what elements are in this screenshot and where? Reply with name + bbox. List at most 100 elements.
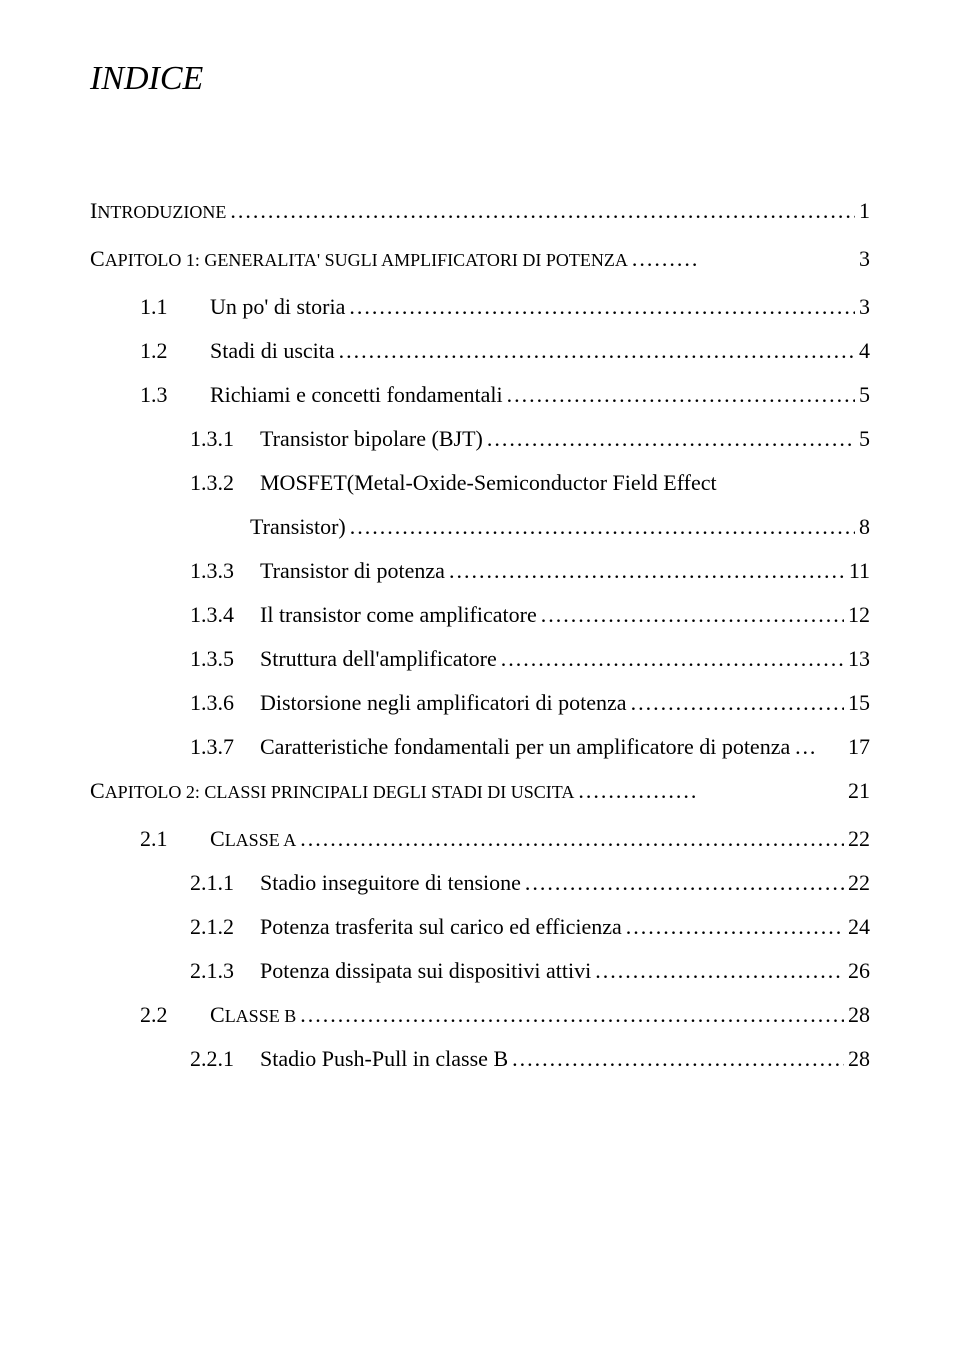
toc-leader: ........................................…	[350, 514, 855, 540]
toc-entry: 1.3.6Distorsione negli amplificatori di …	[190, 690, 870, 716]
toc-page-number: 11	[845, 558, 870, 584]
toc-entry-number: 1.3.4	[190, 602, 260, 628]
toc-leader: .........	[632, 246, 855, 272]
toc-entry-number: 2.2.1	[190, 1046, 260, 1072]
toc-entry-label: 1.3.4Il transistor come amplificatore	[190, 602, 541, 628]
toc-page-number: 28	[844, 1002, 870, 1028]
toc-entry-number: 1.2	[140, 338, 210, 364]
toc-leader: ........................................…	[349, 294, 855, 320]
toc-page-number: 24	[844, 914, 870, 940]
toc-page-number: 3	[855, 294, 870, 320]
toc-entry-number: 1.3.6	[190, 690, 260, 716]
toc-entry: 1.2Stadi di uscita .....................…	[140, 338, 870, 364]
toc-page-number: 22	[844, 870, 870, 896]
toc-entry: 2.2CLASSE B ............................…	[140, 1002, 870, 1028]
toc-entry-number: 2.1.3	[190, 958, 260, 984]
toc-page-number: 21	[844, 778, 870, 804]
toc-leader: ................	[578, 778, 844, 804]
toc-entry-label: 2.1.1Stadio inseguitore di tensione	[190, 870, 525, 896]
toc-entry-text: Struttura dell'amplificatore	[260, 646, 497, 671]
toc-entry-text: Potenza trasferita sul carico ed efficie…	[260, 914, 622, 939]
toc-entry: 2.2.1Stadio Push-Pull in classe B ......…	[190, 1046, 870, 1072]
toc-entry: 1.3.1Transistor bipolare (BJT) .........…	[190, 426, 870, 452]
toc-leader: …	[794, 734, 844, 760]
toc-entry-label: 1.1Un po' di storia	[140, 294, 349, 320]
toc-entry-text: Stadio inseguitore di tensione	[260, 870, 521, 895]
toc-entry-text: Un po' di storia	[210, 294, 345, 319]
toc-page-number: 13	[844, 646, 870, 672]
toc-body: INTRODUZIONE ...........................…	[90, 198, 870, 1072]
toc-entry-label: CAPITOLO 1: GENERALITA' SUGLI AMPLIFICAT…	[90, 246, 632, 272]
toc-entry-text: Distorsione negli amplificatori di poten…	[260, 690, 627, 715]
toc-page-number: 4	[855, 338, 870, 364]
toc-entry-label: 1.3Richiami e concetti fondamentali	[140, 382, 507, 408]
toc-entry: 1.3Richiami e concetti fondamentali ....…	[140, 382, 870, 408]
toc-entry-text: C	[90, 778, 105, 803]
toc-entry: 1.3.4Il transistor come amplificatore ..…	[190, 602, 870, 628]
toc-entry-text: C	[90, 246, 105, 271]
toc-entry-number: 2.1.1	[190, 870, 260, 896]
toc-leader: ........................................…	[339, 338, 855, 364]
toc-entry: 1.3.3Transistor di potenza .............…	[190, 558, 870, 584]
toc-page-number: 5	[855, 426, 870, 452]
toc-entry: Transistor) ............................…	[250, 514, 870, 540]
toc-entry-number: 1.3	[140, 382, 210, 408]
toc-entry-label: 1.3.6Distorsione negli amplificatori di …	[190, 690, 631, 716]
toc-entry-text: Transistor bipolare (BJT)	[260, 426, 483, 451]
toc-entry: 1.1Un po' di storia ....................…	[140, 294, 870, 320]
toc-entry-label: INTRODUZIONE	[90, 198, 230, 224]
toc-entry-number: 2.1.2	[190, 914, 260, 940]
toc-entry-text: LASSE A	[225, 830, 297, 850]
toc-entry-label: Transistor)	[250, 514, 350, 540]
toc-entry-label: 2.1CLASSE A	[140, 826, 300, 852]
toc-entry-number: 1.3.2	[190, 470, 260, 496]
toc-entry-text: C	[210, 826, 225, 851]
toc-entry-text: MOSFET(Metal-Oxide-Semiconductor Field E…	[260, 470, 717, 495]
toc-leader: ........................................…	[525, 870, 844, 896]
toc-leader: ........................................…	[501, 646, 844, 672]
toc-leader: ........................................…	[449, 558, 845, 584]
toc-entry: 1.3.5Struttura dell'amplificatore ......…	[190, 646, 870, 672]
toc-entry-text: Transistor di potenza	[260, 558, 445, 583]
toc-entry-label: 1.3.3Transistor di potenza	[190, 558, 449, 584]
toc-entry-label: CAPITOLO 2: CLASSI PRINCIPALI DEGLI STAD…	[90, 778, 578, 804]
toc-entry-label: 1.2Stadi di uscita	[140, 338, 339, 364]
toc-entry-label: 1.3.5Struttura dell'amplificatore	[190, 646, 501, 672]
toc-entry-text: C	[210, 1002, 225, 1027]
toc-leader: ........................................…	[487, 426, 855, 452]
toc-entry-text: Il transistor come amplificatore	[260, 602, 537, 627]
toc-entry-label: 1.3.1Transistor bipolare (BJT)	[190, 426, 487, 452]
toc-entry-number: 2.1	[140, 826, 210, 852]
toc-leader: ....................................	[595, 958, 844, 984]
toc-page-number: 26	[844, 958, 870, 984]
toc-entry: INTRODUZIONE ...........................…	[90, 198, 870, 224]
toc-entry-text: LASSE B	[225, 1006, 297, 1026]
toc-entry: 2.1.1Stadio inseguitore di tensione ....…	[190, 870, 870, 896]
toc-leader: ........................................…	[300, 826, 844, 852]
toc-entry-text: Transistor)	[250, 514, 346, 539]
toc-entry-label: 1.3.2MOSFET(Metal-Oxide-Semiconductor Fi…	[190, 470, 721, 496]
toc-entry: 1.3.7Caratteristiche fondamentali per un…	[190, 734, 870, 760]
toc-entry-number: 1.1	[140, 294, 210, 320]
toc-entry-text: Stadi di uscita	[210, 338, 335, 363]
toc-page-number: 12	[844, 602, 870, 628]
toc-page-number: 17	[844, 734, 870, 760]
toc-entry-number: 1.3.3	[190, 558, 260, 584]
toc-entry-label: 2.1.2Potenza trasferita sul carico ed ef…	[190, 914, 626, 940]
toc-entry-number: 1.3.5	[190, 646, 260, 672]
toc-page-number: 3	[855, 246, 870, 272]
toc-entry-number: 2.2	[140, 1002, 210, 1028]
toc-entry-text: Potenza dissipata sui dispositivi attivi	[260, 958, 591, 983]
toc-entry-text: Richiami e concetti fondamentali	[210, 382, 503, 407]
toc-leader: ........................................…	[300, 1002, 844, 1028]
toc-page-number: 22	[844, 826, 870, 852]
toc-entry-text: APITOLO 1: GENERALITA' SUGLI AMPLIFICATO…	[105, 250, 628, 270]
page: INDICE INTRODUZIONE ....................…	[0, 0, 960, 1371]
toc-entry: 2.1CLASSE A ............................…	[140, 826, 870, 852]
toc-leader: ........................................…	[507, 382, 855, 408]
toc-entry-label: 2.2.1Stadio Push-Pull in classe B	[190, 1046, 512, 1072]
toc-leader: ..............................	[631, 690, 844, 716]
toc-page-number: 1	[855, 198, 870, 224]
toc-entry-number: 1.3.7	[190, 734, 260, 760]
toc-page-number: 15	[844, 690, 870, 716]
